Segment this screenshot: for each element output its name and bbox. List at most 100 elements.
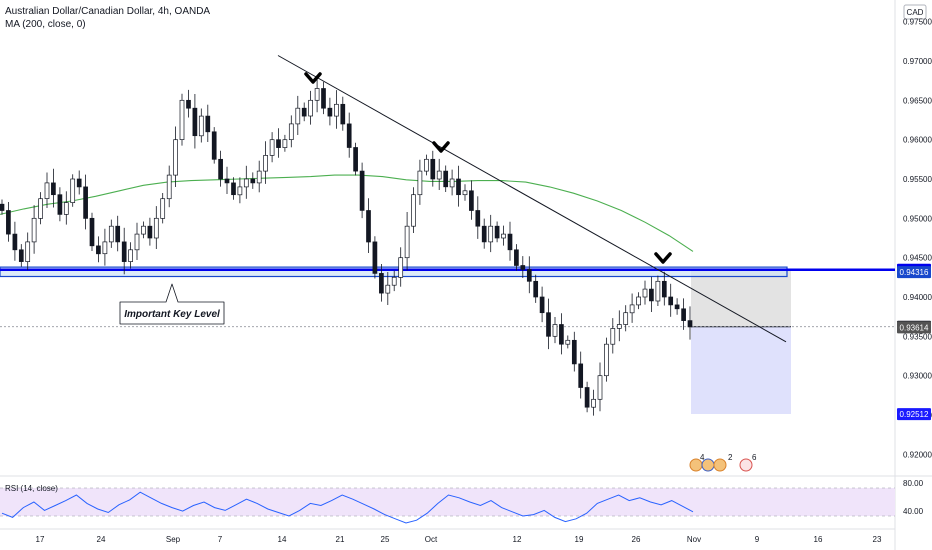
time-axis-tick: Nov xyxy=(687,535,701,544)
candle xyxy=(115,215,121,252)
candle xyxy=(514,244,519,271)
rsi-line xyxy=(1,491,694,524)
price-axis[interactable]: 0.97500 0.97000 0.96500 0.96000 0.95500 0.950… xyxy=(903,18,932,460)
price-axis-tick: 0.94500 xyxy=(903,254,932,263)
candle xyxy=(636,292,641,310)
candle xyxy=(681,298,686,330)
candle xyxy=(655,275,661,306)
take-profit-zone[interactable] xyxy=(691,326,791,414)
candle xyxy=(642,280,648,305)
candle xyxy=(205,104,211,142)
emoji-count: 6 xyxy=(752,453,757,462)
candle xyxy=(539,286,545,323)
key-level-label: Important Key Level xyxy=(124,309,220,320)
candle xyxy=(552,317,558,344)
emoji-count: 2 xyxy=(728,453,733,462)
candle xyxy=(295,95,301,135)
candle xyxy=(546,298,551,350)
rsi-title: RSI (14, close) xyxy=(5,484,58,493)
svg-text:0.92512: 0.92512 xyxy=(900,410,929,419)
candle xyxy=(224,166,230,194)
candle xyxy=(231,177,236,200)
candle xyxy=(83,174,88,230)
time-axis[interactable]: 17 24 Sep 7 14 21 25 Oct 12 19 26 Nov 9 16 23 xyxy=(36,535,882,544)
candle xyxy=(610,318,616,354)
candle xyxy=(334,90,339,129)
candle xyxy=(18,244,24,267)
price-axis-tick: 0.95000 xyxy=(903,214,932,223)
candle xyxy=(391,270,397,292)
key-level-zone[interactable] xyxy=(0,266,895,278)
candle xyxy=(198,108,204,143)
candle xyxy=(179,93,185,146)
candle xyxy=(6,202,11,242)
svg-text:0.94316: 0.94316 xyxy=(900,268,929,277)
candle xyxy=(128,242,133,269)
candle xyxy=(533,274,539,303)
candle xyxy=(591,389,596,416)
time-axis-tick: 16 xyxy=(814,535,823,544)
currency-badge[interactable]: CAD xyxy=(903,4,927,20)
candle xyxy=(520,256,526,278)
candle xyxy=(578,351,584,399)
currency-badge-text: CAD xyxy=(907,8,924,17)
time-axis-tick: 17 xyxy=(36,535,45,544)
candle xyxy=(385,272,391,305)
candle xyxy=(256,160,262,193)
candle xyxy=(359,162,365,219)
candle xyxy=(25,232,31,271)
candle xyxy=(0,199,5,215)
key-level-callout[interactable]: Important Key Level xyxy=(119,283,225,325)
check-mark-icon xyxy=(654,252,672,264)
time-axis-tick: 9 xyxy=(755,535,760,544)
candle xyxy=(321,81,326,115)
candle xyxy=(456,165,461,207)
candle xyxy=(121,227,127,275)
candle xyxy=(211,127,217,164)
rsi-pane[interactable]: RSI (14, close) 80.00 40.00 xyxy=(0,479,924,524)
candle xyxy=(488,214,494,253)
candle xyxy=(186,89,191,118)
candle xyxy=(449,169,455,196)
candle xyxy=(674,298,680,315)
emoji-reactions[interactable]: 4 2 6 xyxy=(689,453,757,472)
candle xyxy=(687,306,693,340)
time-axis-tick: 25 xyxy=(381,535,390,544)
candle xyxy=(89,212,95,251)
candle xyxy=(507,221,513,261)
candle xyxy=(661,271,667,306)
stop-loss-zone[interactable] xyxy=(691,269,791,327)
time-axis-tick: Oct xyxy=(425,535,438,544)
candle xyxy=(301,102,307,122)
candle xyxy=(76,170,82,195)
price-axis-tick: 0.95500 xyxy=(903,175,932,184)
candle xyxy=(649,276,654,312)
candle xyxy=(141,221,146,239)
candle xyxy=(147,217,153,246)
candle xyxy=(192,94,198,149)
candle xyxy=(494,221,500,243)
swing-high-markers xyxy=(304,72,672,264)
candle xyxy=(31,205,37,254)
price-axis-tick: 0.93000 xyxy=(903,372,932,381)
time-axis-tick: 26 xyxy=(632,535,641,544)
time-axis-tick: 12 xyxy=(513,535,522,544)
price-axis-tick: 0.93500 xyxy=(903,332,932,341)
candle xyxy=(346,112,352,158)
descending-trendline[interactable] xyxy=(277,55,787,343)
candle xyxy=(629,293,635,323)
candle xyxy=(584,381,590,413)
candle xyxy=(102,228,108,266)
candle xyxy=(218,150,223,187)
candle xyxy=(475,196,481,239)
candle xyxy=(340,96,346,131)
candle xyxy=(57,187,63,222)
check-mark-icon xyxy=(304,72,322,84)
time-axis-tick: 21 xyxy=(336,535,345,544)
candle xyxy=(668,283,674,317)
candle xyxy=(314,75,320,113)
candle xyxy=(430,150,436,187)
